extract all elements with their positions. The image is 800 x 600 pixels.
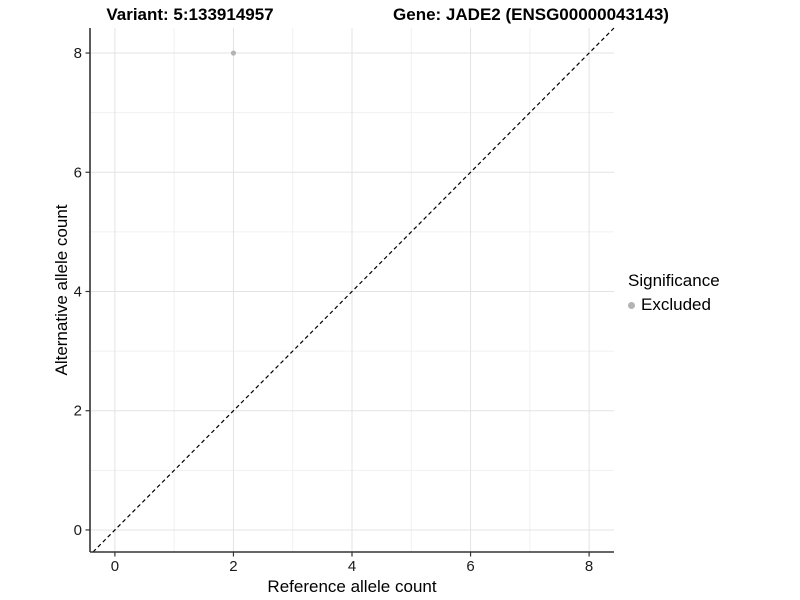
x-axis-title: Reference allele count [267, 577, 437, 596]
x-tick-label: 6 [466, 558, 474, 575]
y-tick-label: 0 [74, 522, 82, 539]
y-axis-title: Alternative allele count [52, 204, 71, 376]
identity-line [92, 27, 615, 553]
variant-title: Variant: 5:133914957 [106, 5, 274, 24]
gene-title: Gene: JADE2 (ENSG00000043143) [393, 5, 669, 24]
data-point [230, 50, 237, 56]
y-tick-label: 8 [74, 45, 82, 62]
x-tick-label: 2 [229, 558, 237, 575]
x-tick-label: 4 [348, 558, 356, 575]
legend-entry-label: Excluded [641, 295, 711, 314]
x-tick-label: 0 [111, 558, 119, 575]
legend: Significance Excluded [628, 271, 720, 315]
x-tick-label: 8 [585, 558, 593, 575]
legend-title: Significance [628, 271, 720, 290]
y-tick-label: 6 [74, 164, 82, 181]
y-tick-label: 2 [74, 403, 82, 420]
y-tick-label: 4 [74, 283, 82, 300]
legend-dot-icon [628, 301, 635, 309]
legend-entry-excluded: Excluded [628, 295, 720, 315]
